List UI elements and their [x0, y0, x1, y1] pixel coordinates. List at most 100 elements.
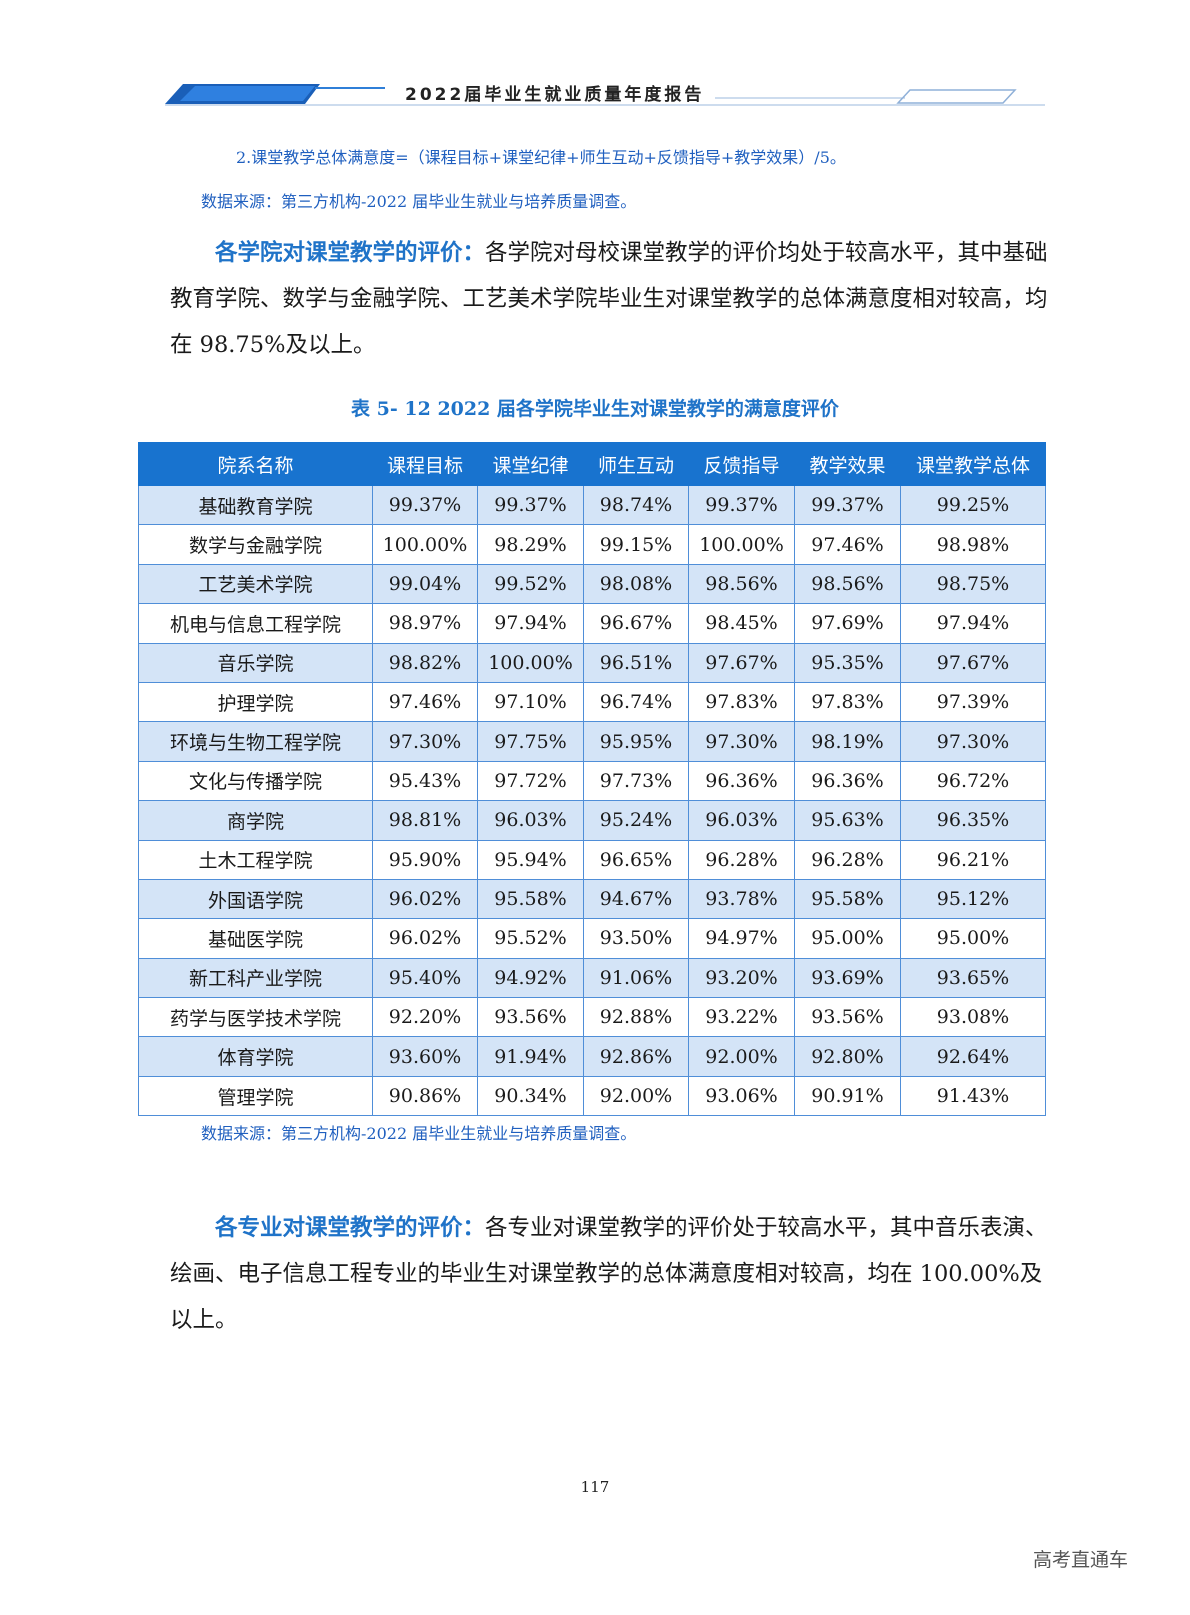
percent-cell: 97.75% [477, 721, 584, 762]
percent-cell: 94.67% [583, 878, 689, 920]
percent-cell: 95.35% [794, 642, 901, 683]
percent-cell: 93.22% [688, 997, 795, 1038]
percent-cell: 97.30% [372, 721, 478, 762]
percent-cell: 99.04% [372, 563, 478, 605]
percent-cell: 95.63% [794, 800, 901, 841]
percent-cell: 95.52% [477, 918, 584, 959]
percent-cell: 96.28% [688, 839, 795, 880]
header-cell: 教学效果 [794, 442, 901, 486]
percent-cell: 95.58% [794, 878, 901, 920]
percent-cell: 92.00% [688, 1036, 795, 1077]
percent-cell: 97.46% [794, 524, 901, 565]
percent-cell: 99.15% [583, 524, 689, 565]
header-cell: 课堂纪律 [477, 442, 584, 486]
percent-cell: 98.45% [688, 603, 795, 644]
percent-cell: 97.46% [372, 681, 478, 723]
percent-cell: 94.92% [477, 957, 584, 999]
paragraph-text: 各专业对课堂教学的评价处于较高水平，其中音乐表演、绘画、电子信息工程专业的毕业生… [170, 1215, 1048, 1333]
college-name-cell: 音乐学院 [138, 642, 373, 683]
percent-cell: 96.21% [900, 839, 1046, 880]
paragraph-lead: 各专业对课堂教学的评价： [215, 1215, 486, 1241]
college-name-cell: 体育学院 [138, 1036, 373, 1077]
header-cell: 反馈指导 [688, 442, 795, 486]
college-name-cell: 基础医学院 [138, 918, 373, 959]
table-row: 环境与生物工程学院 97.30% 97.75% 95.95% 97.30% 98.19% 9… [138, 721, 1046, 762]
percent-cell: 93.60% [372, 1036, 478, 1077]
college-name-cell: 工艺美术学院 [138, 563, 373, 605]
percent-cell: 93.56% [477, 997, 584, 1038]
percent-cell: 91.94% [477, 1036, 584, 1077]
percent-cell: 96.36% [688, 760, 795, 802]
percent-cell: 91.06% [583, 957, 689, 999]
college-name-cell: 文化与传播学院 [138, 760, 373, 802]
percent-cell: 99.52% [477, 563, 584, 605]
table-body: 基础教育学院 99.37% 99.37% 98.74% 99.37% 99.37% 99.2… [138, 484, 1046, 1117]
percent-cell: 98.81% [372, 800, 478, 841]
percent-cell: 90.86% [372, 1075, 478, 1117]
satisfaction-table: 院系名称 课程目标 课堂纪律 师生互动 反馈指导 教学效果 课堂教学总体 基础教… [138, 442, 1046, 1117]
table-row: 数学与金融学院 100.00% 98.29% 99.15% 100.00% 97.46% 9… [138, 524, 1046, 565]
table-row: 土木工程学院 95.90% 95.94% 96.65% 96.28% 96.28% 96.2… [138, 839, 1046, 880]
percent-cell: 97.30% [688, 721, 795, 762]
table-header-row: 院系名称 课程目标 课堂纪律 师生互动 反馈指导 教学效果 课堂教学总体 [138, 442, 1046, 486]
college-evaluation-paragraph: 各学院对课堂教学的评价：各学院对母校课堂教学的评价均处于较高水平，其中基础教育学… [170, 230, 1050, 368]
table-row: 药学与医学技术学院 92.20% 93.56% 92.88% 93.22% 93.56% 9… [138, 997, 1046, 1038]
percent-cell: 96.02% [372, 918, 478, 959]
page-number: 117 [580, 1478, 610, 1496]
percent-cell: 92.20% [372, 997, 478, 1038]
header-title: 2022届毕业生就业质量年度报告 [405, 85, 705, 105]
percent-cell: 100.00% [477, 642, 584, 683]
percent-cell: 98.56% [688, 563, 795, 605]
source-note-top: 数据来源：第三方机构-2022 届毕业生就业与培养质量调查。 [201, 192, 637, 211]
major-evaluation-paragraph: 各专业对课堂教学的评价：各专业对课堂教学的评价处于较高水平，其中音乐表演、绘画、… [170, 1205, 1050, 1343]
percent-cell: 95.12% [900, 878, 1046, 920]
percent-cell: 96.28% [794, 839, 901, 880]
percent-cell: 95.94% [477, 839, 584, 880]
header-cell: 院系名称 [138, 442, 373, 486]
percent-cell: 96.72% [900, 760, 1046, 802]
table-row: 商学院 98.81% 96.03% 95.24% 96.03% 95.63% 96.35% [138, 800, 1046, 841]
table-row: 新工科产业学院 95.40% 94.92% 91.06% 93.20% 93.69% 93.… [138, 957, 1046, 999]
percent-cell: 92.80% [794, 1036, 901, 1077]
percent-cell: 97.94% [477, 603, 584, 644]
percent-cell: 92.00% [583, 1075, 689, 1117]
page-header: 2022届毕业生就业质量年度报告 [165, 74, 1045, 114]
college-name-cell: 商学院 [138, 800, 373, 841]
percent-cell: 98.98% [900, 524, 1046, 565]
percent-cell: 93.65% [900, 957, 1046, 999]
table-row: 基础教育学院 99.37% 99.37% 98.74% 99.37% 99.37% 99.2… [138, 484, 1046, 526]
college-name-cell: 机电与信息工程学院 [138, 603, 373, 644]
percent-cell: 97.39% [900, 681, 1046, 723]
percent-cell: 99.37% [372, 484, 478, 526]
header-cell: 课堂教学总体 [900, 442, 1046, 486]
header-cell: 课程目标 [372, 442, 478, 486]
percent-cell: 96.35% [900, 800, 1046, 841]
percent-cell: 98.08% [583, 563, 689, 605]
college-name-cell: 新工科产业学院 [138, 957, 373, 999]
percent-cell: 98.97% [372, 603, 478, 644]
percent-cell: 96.36% [794, 760, 901, 802]
percent-cell: 98.75% [900, 563, 1046, 605]
percent-cell: 97.83% [688, 681, 795, 723]
percent-cell: 98.82% [372, 642, 478, 683]
percent-cell: 96.51% [583, 642, 689, 683]
percent-cell: 98.29% [477, 524, 584, 565]
percent-cell: 98.19% [794, 721, 901, 762]
college-name-cell: 药学与医学技术学院 [138, 997, 373, 1038]
percent-cell: 96.74% [583, 681, 689, 723]
percent-cell: 92.64% [900, 1036, 1046, 1077]
table-row: 机电与信息工程学院 98.97% 97.94% 96.67% 98.45% 97.69% 9… [138, 603, 1046, 644]
table-row: 音乐学院 98.82% 100.00% 96.51% 97.67% 95.35% 97.67… [138, 642, 1046, 683]
percent-cell: 95.43% [372, 760, 478, 802]
percent-cell: 93.50% [583, 918, 689, 959]
percent-cell: 93.78% [688, 878, 795, 920]
percent-cell: 91.43% [900, 1075, 1046, 1117]
percent-cell: 96.03% [477, 800, 584, 841]
percent-cell: 97.69% [794, 603, 901, 644]
percent-cell: 95.90% [372, 839, 478, 880]
table-row: 基础医学院 96.02% 95.52% 93.50% 94.97% 95.00% 95.00… [138, 918, 1046, 959]
percent-cell: 95.95% [583, 721, 689, 762]
percent-cell: 95.24% [583, 800, 689, 841]
percent-cell: 90.91% [794, 1075, 901, 1117]
percent-cell: 97.10% [477, 681, 584, 723]
